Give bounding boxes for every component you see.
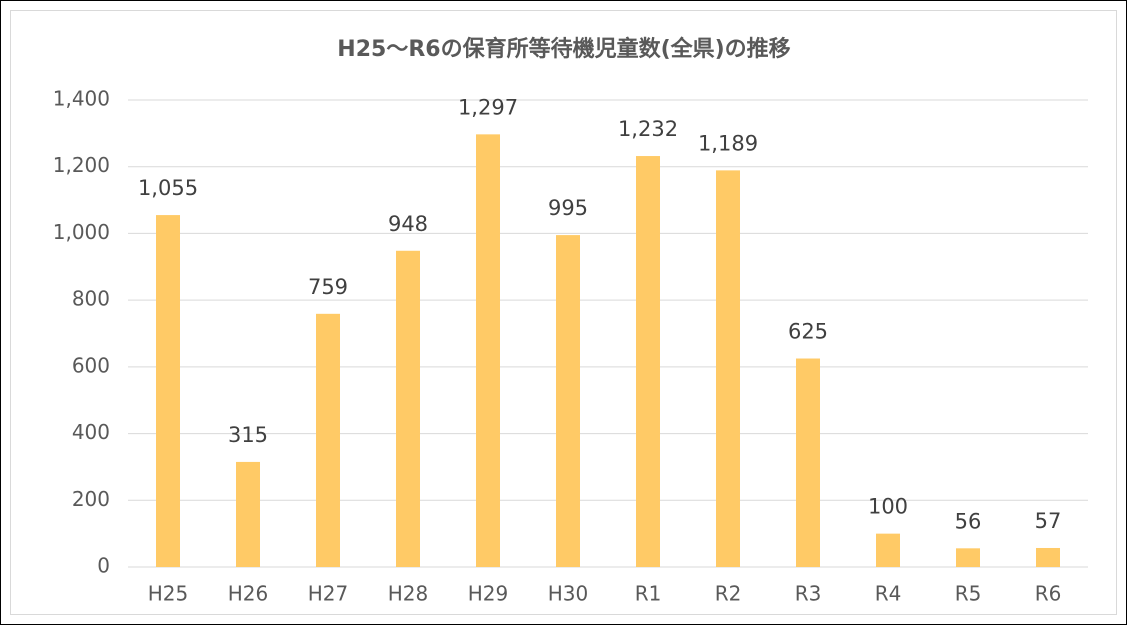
x-tick-label: H27: [308, 582, 349, 606]
data-label: 759: [308, 275, 348, 299]
data-label: 56: [955, 509, 982, 533]
bar: [556, 235, 580, 567]
data-label: 1,232: [618, 117, 678, 141]
chart-title: H25～R6の保育所等待機児童数(全県)の推移: [337, 36, 790, 62]
x-tick-label: R2: [715, 582, 742, 606]
data-label: 57: [1035, 509, 1062, 533]
bar: [1036, 547, 1060, 567]
data-label: 625: [788, 320, 828, 344]
bar: [156, 215, 180, 567]
y-tick-label: 600: [72, 353, 110, 377]
x-tick-label: R3: [795, 582, 822, 606]
chart-frame: [10, 10, 1117, 615]
x-tick-label: R4: [875, 582, 902, 606]
bar: [796, 358, 820, 567]
y-tick-label: 800: [72, 287, 110, 311]
x-tick-label: H28: [388, 582, 429, 606]
data-label: 1,189: [698, 131, 758, 155]
bar: [956, 548, 980, 567]
x-tick-label: R5: [955, 582, 982, 606]
data-label: 1,297: [458, 95, 518, 119]
data-label: 100: [868, 495, 908, 519]
y-tick-label: 1,200: [53, 153, 110, 177]
data-label: 1,055: [138, 176, 198, 200]
x-tick-label: H25: [148, 582, 189, 606]
bar: [396, 250, 420, 567]
x-tick-label: R1: [635, 582, 662, 606]
y-tick-label: 400: [72, 420, 110, 444]
x-tick-label: H26: [228, 582, 269, 606]
y-tick-label: 200: [72, 487, 110, 511]
x-tick-label: H29: [468, 582, 509, 606]
x-tick-label: H30: [548, 582, 589, 606]
x-tick-label: R6: [1035, 582, 1062, 606]
y-tick-label: 0: [97, 554, 110, 578]
bar: [876, 533, 900, 567]
data-label: 995: [548, 196, 588, 220]
bar: [716, 170, 740, 567]
bar: [236, 461, 260, 567]
y-tick-label: 1,000: [53, 220, 110, 244]
y-tick-label: 1,400: [53, 87, 110, 111]
data-label: 315: [228, 423, 268, 447]
bar: [636, 156, 660, 568]
data-label: 948: [388, 212, 428, 236]
bar: [316, 313, 340, 567]
bar: [476, 134, 500, 568]
